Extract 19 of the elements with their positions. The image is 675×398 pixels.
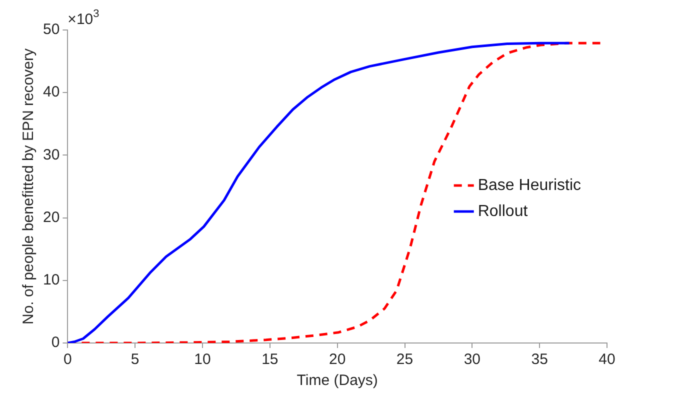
y-tick-label: 10 — [42, 272, 60, 289]
x-tick-label: 40 — [598, 351, 616, 368]
x-tick-label: 35 — [531, 351, 548, 368]
x-tick-label: 20 — [329, 351, 346, 368]
x-axis-title: Time (Days) — [296, 372, 378, 390]
y-axis-title: No. of people benefitted by EPN recovery — [20, 48, 38, 324]
x-tick-label: 0 — [64, 351, 72, 368]
y-tick-label: 40 — [42, 84, 60, 101]
x-tick-label: 25 — [396, 351, 414, 368]
x-tick-label: 10 — [194, 351, 211, 368]
y-tick-label: 30 — [42, 146, 60, 164]
legend-label: Rollout — [478, 202, 528, 220]
x-tick-label: 5 — [130, 351, 140, 368]
legend-label: Base Heuristic — [478, 176, 582, 194]
x-tick-label: 15 — [262, 351, 278, 368]
y-tick-label: 50 — [42, 21, 60, 38]
y-tick-label: 20 — [42, 208, 60, 226]
y-tick-label: 0 — [51, 334, 60, 352]
x-tick-label: 30 — [464, 351, 481, 368]
